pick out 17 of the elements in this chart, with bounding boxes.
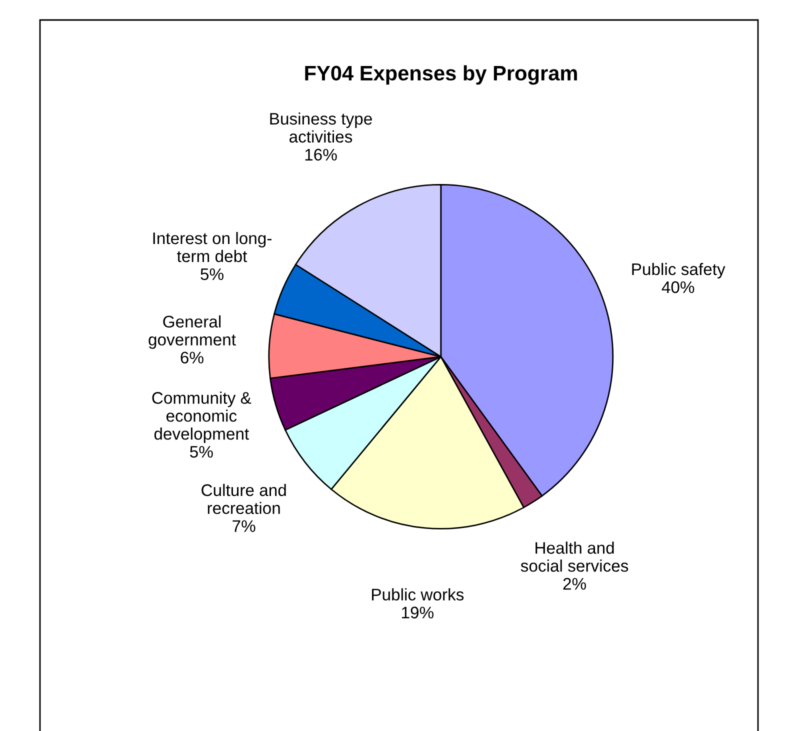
data-label: 16%	[305, 148, 337, 161]
data-label: 5%	[190, 446, 213, 458]
slice-label: Business type activities	[270, 112, 372, 143]
data-label: 19%	[402, 606, 434, 618]
slice-label: Interest on long- term debt	[153, 232, 272, 262]
slice-label: Community & economic development	[152, 392, 252, 444]
slice-label: Culture and recreation	[202, 484, 286, 514]
data-label: 7%	[232, 520, 256, 532]
data-label: 2%	[563, 578, 586, 590]
slice-label: Public safety	[632, 262, 726, 278]
slice-label: Public works	[372, 588, 464, 601]
data-label: 5%	[200, 268, 224, 280]
chart-title: FY04 Expenses by Program	[305, 65, 577, 85]
data-label: 40%	[662, 281, 694, 294]
data-label: 6%	[180, 352, 204, 364]
slice-label: General government	[148, 315, 236, 349]
slice-label: Health and social services	[520, 542, 628, 572]
